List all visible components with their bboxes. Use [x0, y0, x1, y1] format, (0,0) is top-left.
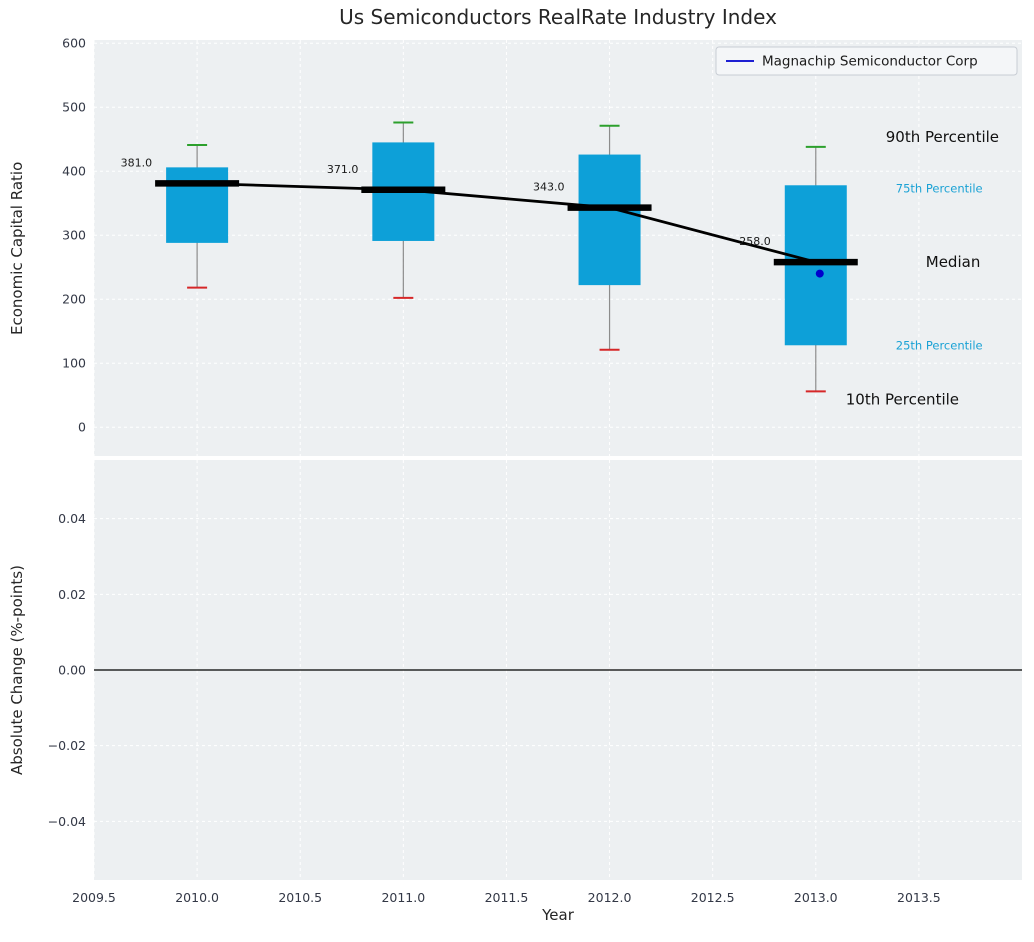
x-tick-label: 2012.0 — [588, 890, 632, 905]
annotation-10th-percentile: 10th Percentile — [846, 390, 959, 408]
x-tick-label: 2011.0 — [381, 890, 425, 905]
upper-y-tick-label: 400 — [62, 164, 86, 179]
median-value-label-2013: 258.0 — [739, 235, 771, 248]
upper-axes-background — [94, 40, 1022, 456]
x-tick-label: 2012.5 — [691, 890, 735, 905]
lower-y-tick-label: 0.00 — [58, 663, 86, 678]
box-2012 — [578, 154, 641, 286]
company-point — [815, 269, 824, 278]
lower-y-tick-label: −0.04 — [48, 814, 86, 829]
lower-y-tick-label: 0.04 — [58, 511, 86, 526]
x-axis-label: Year — [542, 906, 574, 924]
annotation-90th-percentile: 90th Percentile — [886, 128, 999, 146]
x-tick-label: 2013.0 — [794, 890, 838, 905]
x-tick-label: 2013.5 — [897, 890, 941, 905]
lower-y-tick-label: 0.02 — [58, 587, 86, 602]
x-tick-label: 2010.5 — [278, 890, 322, 905]
upper-y-tick-label: 200 — [62, 292, 86, 307]
median-trend-line — [197, 181, 817, 264]
median-value-label-2010: 381.0 — [121, 156, 153, 169]
chart-title: Us Semiconductors RealRate Industry Inde… — [339, 5, 777, 29]
x-tick-label: 2009.5 — [72, 890, 116, 905]
box-2010 — [166, 167, 229, 243]
median-value-label-2012: 343.0 — [533, 181, 565, 194]
legend-box — [715, 46, 1018, 76]
legend-label: Magnachip Semiconductor Corp — [762, 54, 978, 70]
upper-y-tick-label: 500 — [62, 100, 86, 115]
annotation-75th-percentile: 75th Percentile — [896, 181, 983, 195]
upper-y-tick-label: 300 — [62, 228, 86, 243]
upper-y-tick-label: 100 — [62, 356, 86, 371]
x-tick-label: 2010.0 — [175, 890, 219, 905]
annotation-median: Median — [926, 253, 981, 271]
median-value-label-2011: 371.0 — [327, 163, 359, 176]
lower-y-tick-label: −0.02 — [48, 738, 86, 753]
annotation-25th-percentile: 25th Percentile — [896, 338, 983, 352]
upper-y-tick-label: 0 — [78, 420, 86, 435]
x-tick-label: 2011.5 — [485, 890, 529, 905]
upper-y-tick-label: 600 — [62, 36, 86, 51]
